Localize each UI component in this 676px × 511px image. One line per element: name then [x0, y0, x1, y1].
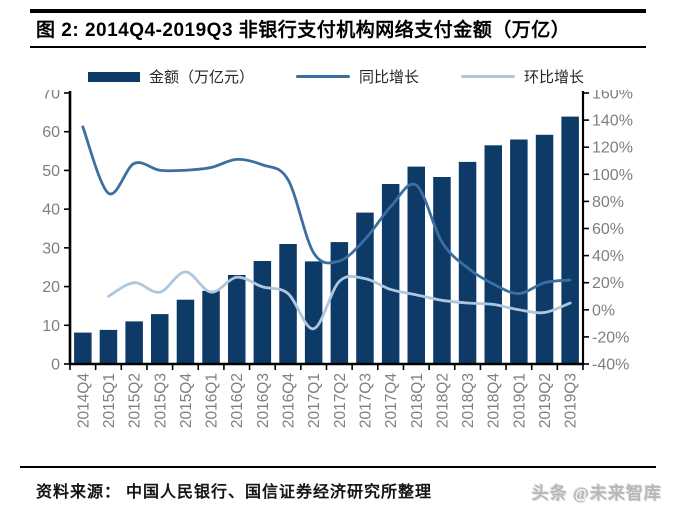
- x-axis-label-2017Q3: 2017Q3: [358, 373, 375, 428]
- bar-2019Q2: [535, 134, 554, 364]
- x-axis-label-2016Q4: 2016Q4: [281, 373, 298, 429]
- bar-2018Q3: [458, 161, 477, 364]
- x-axis-label-2016Q3: 2016Q3: [255, 373, 272, 428]
- bar-2017Q4: [381, 184, 400, 364]
- x-axis-label-2015Q2: 2015Q2: [127, 373, 144, 428]
- bar-2015Q4: [176, 299, 195, 364]
- qoq-growth-line: [107, 270, 572, 331]
- bar-2018Q2: [433, 177, 451, 364]
- chart-legend: 金额（万亿元） 同比增长 环比增长: [88, 66, 584, 87]
- left-axis-label: 20: [42, 279, 60, 296]
- right-axis-label: 0%: [592, 302, 615, 319]
- bar-2015Q3: [151, 314, 169, 364]
- right-axis-label: -20%: [592, 329, 629, 346]
- bar-2016Q2: [228, 275, 246, 364]
- right-axis-label: 20%: [592, 275, 624, 292]
- left-axis-label: 50: [42, 163, 60, 180]
- left-axis-label: 0: [51, 357, 60, 374]
- legend-label-amount: 金额（万亿元）: [149, 69, 255, 86]
- bar-2015Q2: [125, 321, 143, 364]
- left-axis-label: 10: [42, 318, 60, 335]
- right-axis-label: 120%: [592, 140, 633, 157]
- qoq-line-swatch: [461, 74, 516, 79]
- payment-combo-chart: 0 10 20 30 40 50 60 70 -40% -20% 0% 20% 40% 60% 80% 100…: [42, 90, 633, 429]
- left-axis-label: 60: [42, 124, 60, 141]
- bar-2018Q4: [484, 145, 502, 364]
- x-axis-label-2017Q1: 2017Q1: [306, 373, 323, 428]
- bar-2018Q1: [407, 166, 425, 364]
- legend-item-qoq: 环比增长: [461, 66, 584, 87]
- source-note: 资料来源： 中国人民银行、国信证券经济研究所整理: [36, 484, 433, 501]
- figure-title: 图 2: 2014Q4-2019Q3 非银行支付机构网络支付金额（万亿）: [36, 20, 571, 41]
- left-axis-label: 70: [42, 90, 60, 103]
- right-axis-label: -40%: [592, 357, 629, 374]
- x-axis-label-2016Q1: 2016Q1: [204, 373, 221, 428]
- right-axis-label: 160%: [592, 90, 633, 103]
- right-axis-label: 140%: [592, 113, 633, 130]
- x-axis-label-2019Q1: 2019Q1: [511, 373, 528, 428]
- right-axis-label: 100%: [592, 167, 633, 184]
- x-axis-label-2018Q4: 2018Q4: [486, 373, 503, 429]
- bar-2019Q1: [510, 139, 528, 364]
- right-axis-label: 40%: [592, 248, 624, 265]
- footer-divider: [20, 466, 656, 468]
- x-axis-label-2016Q2: 2016Q2: [229, 373, 246, 428]
- legend-label-qoq: 环比增长: [524, 69, 585, 86]
- x-axis-label-2018Q1: 2018Q1: [409, 373, 426, 428]
- bar-2019Q3: [561, 116, 579, 364]
- legend-item-yoy: 同比增长: [296, 66, 419, 87]
- x-axis-label-2014Q4: 2014Q4: [75, 373, 92, 429]
- x-axis-label-2015Q4: 2015Q4: [178, 373, 195, 429]
- x-axis-label-2018Q2: 2018Q2: [434, 373, 451, 428]
- x-axis-label-2015Q1: 2015Q1: [101, 373, 118, 428]
- legend-label-yoy: 同比增长: [359, 69, 420, 86]
- watermark: 头条 @未来智库: [531, 484, 662, 503]
- x-axis-label-2017Q2: 2017Q2: [332, 373, 349, 428]
- x-axis-label-2015Q3: 2015Q3: [152, 373, 169, 428]
- legend-item-amount: 金额（万亿元）: [88, 66, 254, 87]
- right-axis-label: 60%: [592, 221, 624, 238]
- bar-2015Q1: [99, 329, 118, 364]
- left-axis-label: 30: [42, 240, 60, 257]
- bar-2016Q3: [253, 261, 272, 364]
- bar-2017Q1: [304, 261, 323, 364]
- yoy-line-swatch: [296, 74, 351, 79]
- bar-2014Q4: [74, 332, 92, 364]
- x-axis-label-2019Q3: 2019Q3: [563, 373, 580, 428]
- right-axis-label: 80%: [592, 194, 624, 211]
- x-axis-label-2018Q3: 2018Q3: [460, 373, 477, 428]
- bar-2016Q1: [202, 290, 220, 364]
- x-axis-label-2019Q2: 2019Q2: [537, 373, 554, 428]
- amount-bar-swatch: [88, 71, 140, 82]
- bar-2016Q4: [279, 244, 297, 364]
- x-axis-label-2017Q4: 2017Q4: [383, 373, 400, 429]
- left-axis-label: 40: [42, 202, 60, 219]
- title-divider: [30, 46, 646, 48]
- bar-2017Q3: [356, 212, 374, 364]
- top-divider: [30, 9, 646, 13]
- yoy-growth-line: [81, 125, 572, 295]
- bar-2017Q2: [330, 242, 349, 364]
